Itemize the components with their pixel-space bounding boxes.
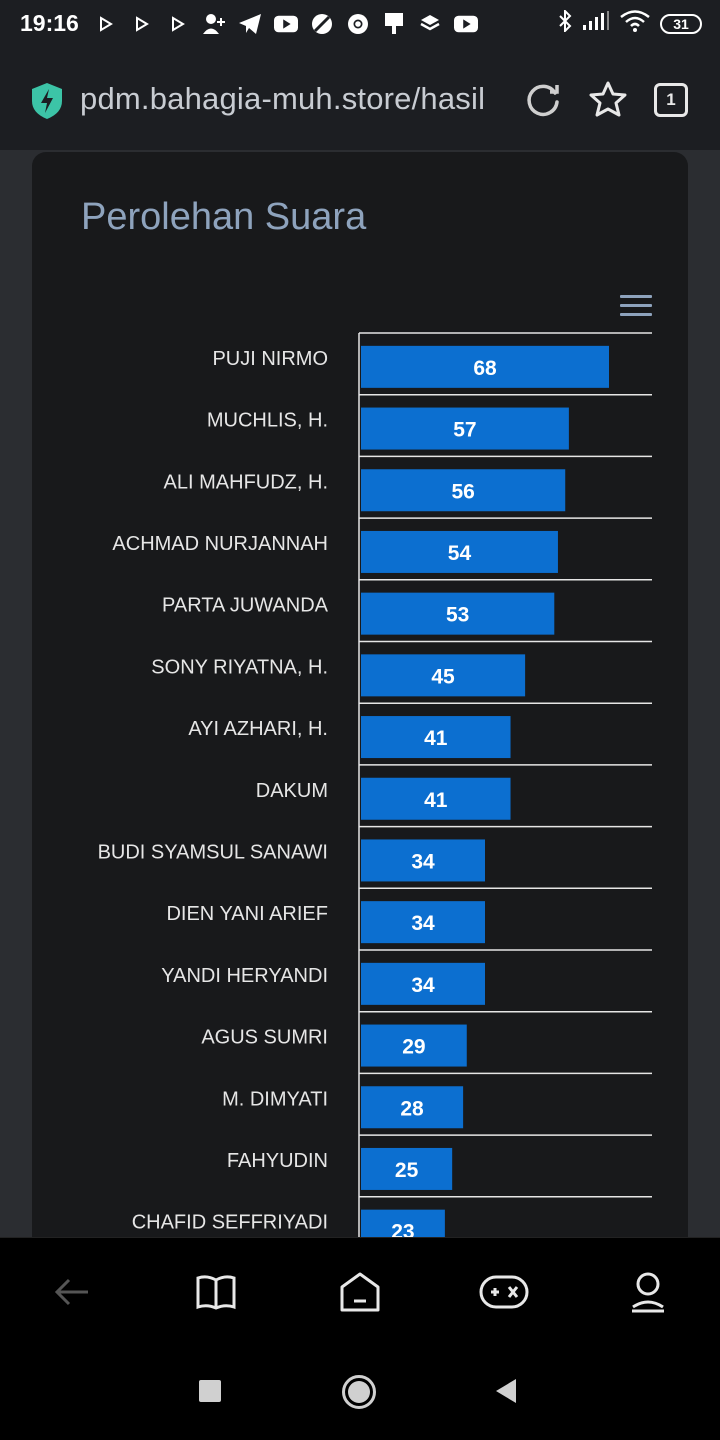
- category-label: FAHYUDIN: [227, 1150, 328, 1172]
- category-label: ALI MAHFUDZ, H.: [164, 471, 328, 493]
- data-label: 41: [424, 727, 448, 750]
- data-label: 34: [411, 974, 435, 997]
- data-label: 23: [391, 1221, 414, 1237]
- youtube-icon: [274, 12, 298, 36]
- youtube-icon: [454, 12, 478, 36]
- category-label: AYI AZHARI, H.: [188, 718, 328, 740]
- data-label: 34: [411, 912, 435, 935]
- chrome-icon: [346, 12, 370, 36]
- chart-menu-icon[interactable]: [620, 295, 652, 317]
- category-label: CHAFID SEFFRIYADI: [132, 1212, 328, 1234]
- data-label: 29: [402, 1036, 425, 1059]
- profile-icon[interactable]: [623, 1270, 673, 1314]
- system-nav-bar: [0, 1340, 720, 1440]
- bar-chart: PUJI NIRMO 68 MUCHLIS, H. 57 ALI MAHFUDZ, H.…: [98, 332, 652, 1237]
- back-arrow-icon[interactable]: [47, 1270, 97, 1314]
- tab-switcher-button[interactable]: 1: [654, 83, 688, 117]
- play-store-icon: [130, 12, 154, 36]
- data-label: 25: [395, 1159, 419, 1182]
- bar[interactable]: [361, 654, 526, 697]
- reload-icon[interactable]: [524, 81, 562, 124]
- bar[interactable]: [361, 839, 485, 882]
- data-label: 54: [448, 542, 472, 565]
- category-label: ACHMAD NURJANNAH: [112, 533, 328, 555]
- chart-card: Perolehan Suara PUJI NIRMO 68 MUCHLIS, H. 5…: [32, 152, 688, 1237]
- bar[interactable]: [361, 592, 555, 635]
- page-content: Perolehan Suara PUJI NIRMO 68 MUCHLIS, H. 5…: [0, 150, 720, 1237]
- data-label: 28: [400, 1097, 424, 1120]
- signal-icon: [582, 11, 610, 36]
- data-label: 56: [451, 480, 474, 503]
- category-label: AGUS SUMRI: [201, 1027, 328, 1049]
- bar[interactable]: [361, 469, 566, 512]
- home-circle-icon[interactable]: [341, 1374, 377, 1410]
- play-store-icon: [94, 12, 118, 36]
- status-bar: 19:16 31: [0, 0, 720, 50]
- browser-bottom-nav: [0, 1237, 720, 1341]
- category-label: DAKUM: [256, 780, 328, 802]
- bar[interactable]: [361, 530, 558, 573]
- stack-icon: [418, 12, 442, 36]
- blocked-icon: [310, 12, 334, 36]
- bar[interactable]: [361, 345, 609, 388]
- card-title: Perolehan Suara: [81, 196, 367, 238]
- bar[interactable]: [361, 777, 511, 820]
- shield-icon[interactable]: [30, 82, 64, 125]
- data-label: 53: [446, 604, 469, 627]
- system-icons: 31: [558, 8, 702, 37]
- clock: 19:16: [20, 10, 79, 36]
- url-field[interactable]: pdm.bahagia-muh.store/hasil: [80, 81, 486, 116]
- bar[interactable]: [361, 1209, 445, 1237]
- bar[interactable]: [361, 1086, 464, 1129]
- category-label: MUCHLIS, H.: [207, 410, 328, 432]
- data-label: 45: [431, 665, 455, 688]
- category-label: PUJI NIRMO: [212, 348, 328, 370]
- bookmark-star-icon[interactable]: [588, 80, 628, 125]
- bluetooth-icon: [558, 8, 572, 37]
- bar[interactable]: [361, 1024, 467, 1067]
- category-label: YANDI HERYANDI: [161, 965, 328, 987]
- telegram-icon: [238, 12, 262, 36]
- data-label: 41: [424, 789, 448, 812]
- flag-icon: [382, 12, 406, 36]
- category-label: DIEN YANI ARIEF: [166, 903, 328, 925]
- category-label: PARTA JUWANDA: [162, 595, 329, 617]
- battery-icon: 31: [660, 13, 702, 34]
- browser-toolbar: pdm.bahagia-muh.store/hasil 1: [0, 50, 720, 150]
- wifi-icon: [620, 10, 650, 37]
- play-store-icon: [166, 12, 190, 36]
- category-label: SONY RIYATNA, H.: [151, 656, 328, 678]
- bar[interactable]: [361, 716, 511, 759]
- game-icon[interactable]: [479, 1270, 529, 1314]
- data-label: 57: [453, 419, 476, 442]
- bar[interactable]: [361, 962, 485, 1005]
- bar[interactable]: [361, 1147, 453, 1190]
- category-label: BUDI SYAMSUL SANAWI: [98, 841, 328, 863]
- add-user-icon: [202, 12, 226, 36]
- data-label: 34: [411, 850, 435, 873]
- book-icon[interactable]: [191, 1270, 241, 1314]
- home-icon[interactable]: [335, 1270, 385, 1314]
- notification-icons: [94, 12, 478, 36]
- bar[interactable]: [361, 901, 485, 944]
- bar[interactable]: [361, 407, 569, 450]
- data-label: 68: [473, 357, 497, 380]
- back-triangle-icon[interactable]: [494, 1378, 518, 1404]
- recents-icon[interactable]: [199, 1380, 221, 1402]
- category-label: M. DIMYATI: [222, 1088, 328, 1110]
